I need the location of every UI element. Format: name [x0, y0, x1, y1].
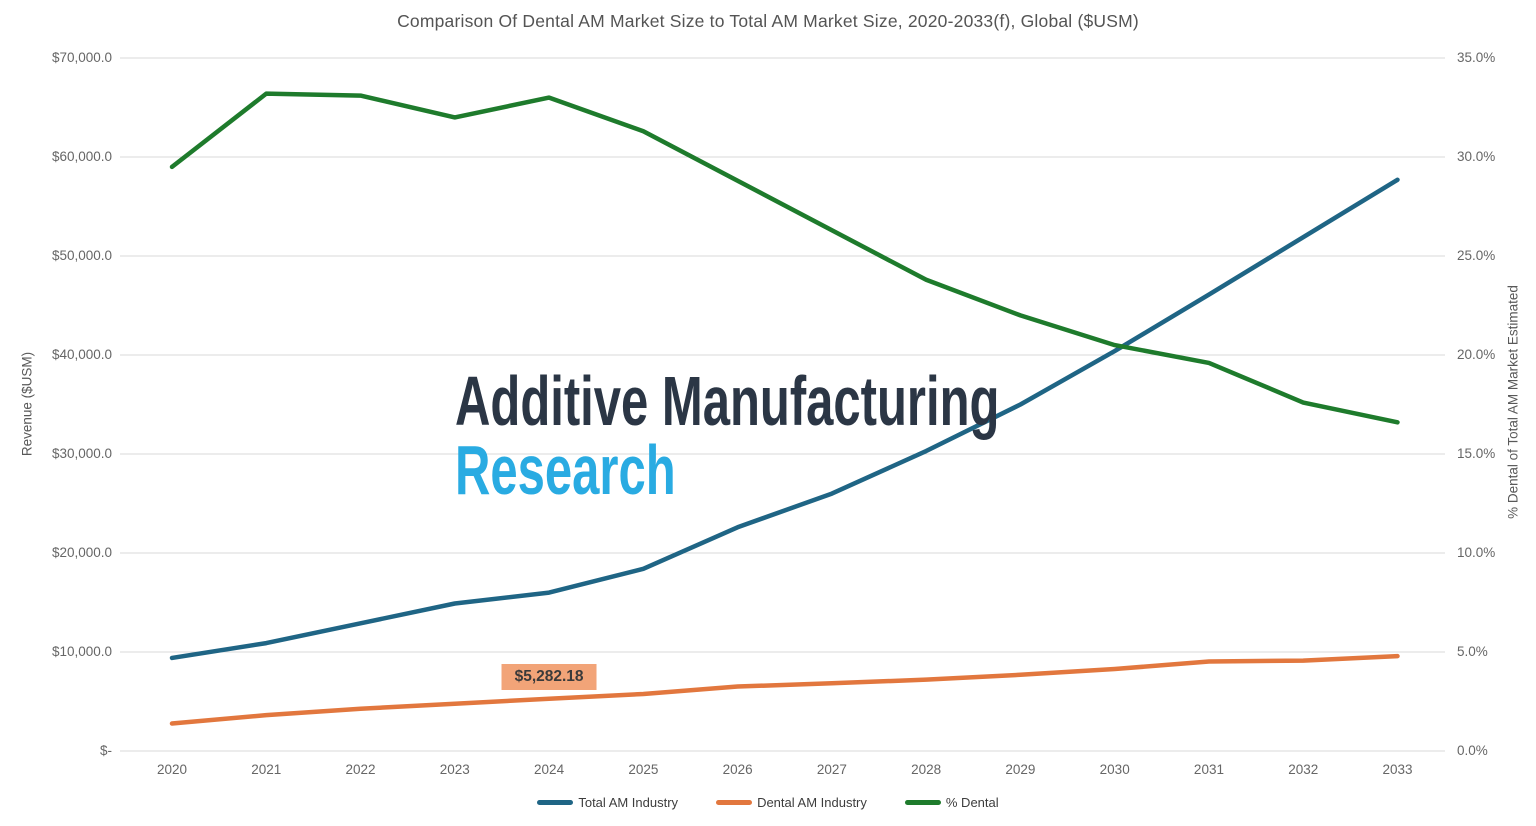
series-line-total-am-industry [169, 177, 1400, 661]
y-tick-label-left: $20,000.0 [51, 545, 112, 560]
legend-item-dental-am-industry: Dental AM Industry [716, 795, 867, 810]
x-tick-label: 2020 [156, 762, 188, 777]
y-tick-label-left: $- [99, 743, 112, 758]
x-tick-label: 2024 [534, 762, 565, 777]
x-tick-label: 2023 [439, 762, 470, 777]
y-tick-label-right: 20.0% [1457, 347, 1496, 362]
y-tick-label-right: 5.0% [1457, 644, 1488, 659]
x-tick-label: 2027 [816, 762, 847, 777]
x-tick-label: 2026 [722, 762, 753, 777]
legend-swatch [537, 800, 574, 805]
y-tick-label-left: $60,000.0 [51, 149, 112, 164]
y-tick-label-left: $70,000.0 [51, 50, 112, 65]
y-tick-label-right: 25.0% [1457, 248, 1496, 263]
x-tick-label: 2029 [1005, 762, 1036, 777]
legend-label: Dental AM Industry [757, 795, 867, 810]
chart-title: Comparison Of Dental AM Market Size to T… [397, 11, 1139, 31]
y-tick-label-right: 15.0% [1457, 446, 1496, 461]
y-tick-label-left: $40,000.0 [51, 347, 112, 362]
legend-item-total-am-industry: Total AM Industry [537, 795, 678, 810]
y-tick-label-left: $10,000.0 [51, 644, 112, 659]
y-tick-label-right: 30.0% [1457, 149, 1496, 164]
x-tick-label: 2033 [1382, 762, 1413, 777]
y-tick-label-right: 10.0% [1457, 545, 1496, 560]
y-tick-label-right: 35.0% [1457, 50, 1496, 65]
x-tick-label: 2028 [911, 762, 942, 777]
legend-swatch [716, 800, 753, 805]
x-tick-label: 2031 [1193, 762, 1224, 777]
series-line-dental-am-industry [169, 653, 1400, 726]
data-label-annotation: $5,282.18 [501, 663, 597, 690]
x-tick-label: 2032 [1288, 762, 1319, 777]
x-tick-label: 2021 [251, 762, 282, 777]
y-tick-label-left: $50,000.0 [51, 248, 112, 263]
series-line-dental [169, 91, 1400, 425]
y-tick-label-right: 0.0% [1457, 743, 1488, 758]
y-tick-label-left: $30,000.0 [51, 446, 112, 461]
x-tick-label: 2030 [1099, 762, 1130, 777]
x-tick-label: 2025 [628, 762, 659, 777]
legend-item-dental: % Dental [904, 795, 999, 810]
legend-label: % Dental [945, 795, 999, 810]
legend-swatch [904, 800, 941, 805]
x-tick-label: 2022 [345, 762, 376, 777]
legend: Total AM Industry Dental AM Industry % Den… [0, 795, 1536, 810]
legend-label: Total AM Industry [578, 795, 679, 810]
